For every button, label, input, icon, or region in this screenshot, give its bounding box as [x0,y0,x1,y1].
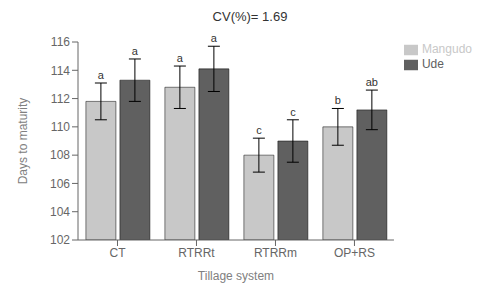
svg-text:OP+RS: OP+RS [334,246,375,260]
svg-text:114: 114 [51,64,70,78]
svg-text:a: a [98,69,105,81]
svg-text:ab: ab [366,76,378,88]
svg-text:c: c [290,106,296,118]
svg-text:112: 112 [51,92,70,106]
svg-text:a: a [132,45,139,57]
html-text:Ude: Ude [422,56,444,71]
svg-text:104: 104 [50,205,70,219]
svg-text:b: b [335,94,341,106]
html-text:Mangudo: Mangudo [422,42,472,56]
svg-text:110: 110 [51,120,70,134]
svg-text:106: 106 [50,177,70,191]
svg-text:Days to maturity: Days to maturity [16,98,30,185]
svg-text:102: 102 [50,233,70,247]
svg-text:108: 108 [50,148,70,162]
svg-text:a: a [177,52,184,64]
svg-text:RTRRt: RTRRt [178,246,215,260]
svg-text:116: 116 [51,35,70,49]
svg-text:CT: CT [109,246,126,260]
svg-text:a: a [211,32,218,44]
html-text:CV(%)= 1.69: CV(%)= 1.69 [212,9,288,24]
svg-text:c: c [256,124,262,136]
svg-text:RTRRm: RTRRm [254,246,297,260]
svg-text:Tillage system: Tillage system [198,269,274,283]
